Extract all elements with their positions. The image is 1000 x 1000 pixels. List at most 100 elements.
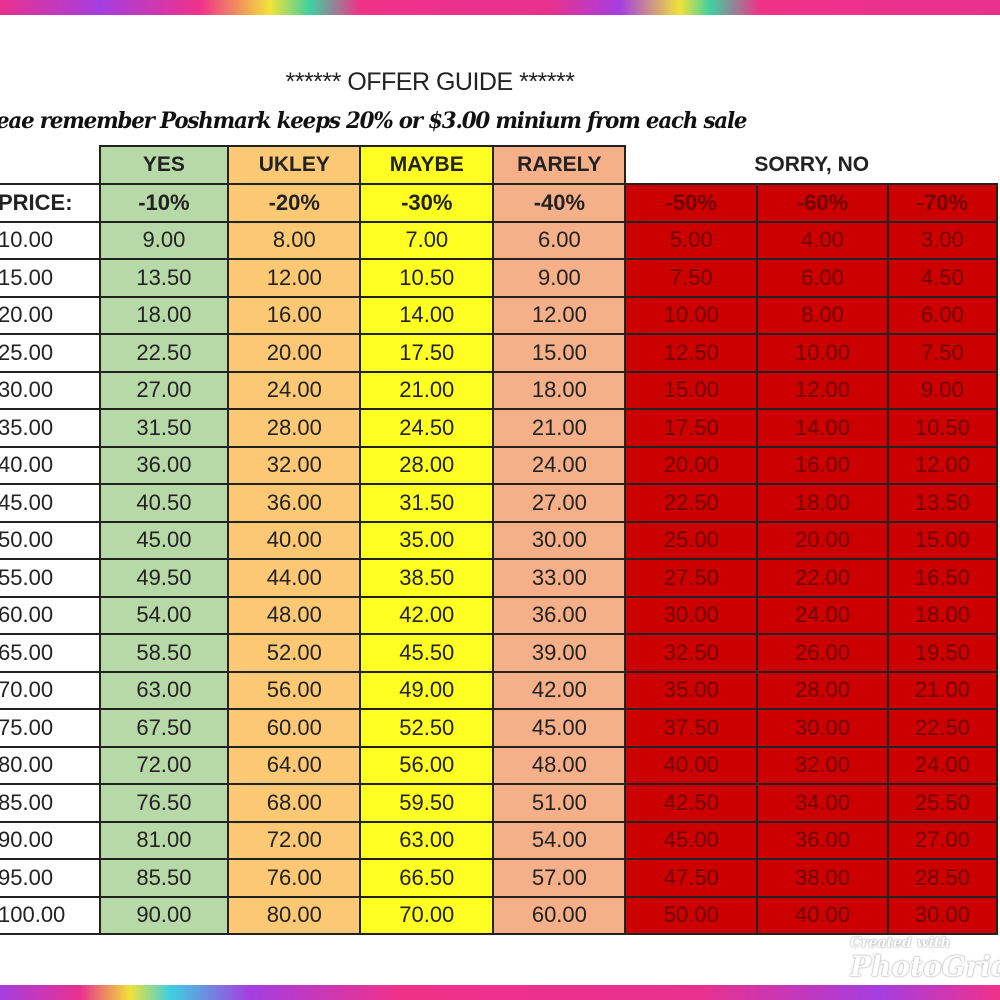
offer-cell: 45.50: [359, 633, 495, 673]
watermark-top-text: Created with: [850, 935, 951, 951]
offer-cell: 63.00: [98, 670, 230, 710]
offer-cell: 9.00: [886, 370, 999, 410]
offer-cell: 25.50: [886, 783, 999, 823]
offer-cell: 21.00: [492, 408, 627, 448]
price-cell: 45.00: [0, 483, 101, 523]
offer-cell: 81.00: [98, 820, 230, 860]
header-rarely: RARELY: [492, 145, 627, 185]
table-row: 100.00 90.00 80.00 70.00 60.00 50.00 40.00 30.0…: [0, 895, 999, 935]
offer-cell: 63.00: [359, 820, 495, 860]
offer-cell: 30.00: [886, 895, 999, 935]
offer-cell: 50.00: [624, 895, 759, 935]
offer-cell: 60.00: [492, 895, 627, 935]
discount-cell: -30%: [359, 183, 495, 223]
offer-cell: 12.00: [756, 370, 889, 410]
offer-cell: 54.00: [492, 820, 627, 860]
offer-cell: 24.00: [227, 370, 362, 410]
price-cell: 30.00: [0, 370, 101, 410]
offer-cell: 20.00: [624, 445, 759, 485]
page-title: ****** OFFER GUIDE ******: [285, 68, 575, 96]
offer-cell: 49.00: [359, 670, 495, 710]
offer-cell: 3.00: [886, 220, 999, 260]
discount-cell: -20%: [227, 183, 362, 223]
table-row: 80.00 72.00 64.00 56.00 48.00 40.00 32.00 24.00: [0, 745, 999, 785]
offer-cell: 6.00: [756, 258, 889, 298]
table-row: 25.00 22.50 20.00 17.50 15.00 12.50 10.00 7.50: [0, 333, 999, 373]
price-cell: 55.00: [0, 558, 101, 598]
offer-cell: 45.00: [98, 520, 230, 560]
offer-cell: 76.50: [98, 783, 230, 823]
discount-cell: -10%: [98, 183, 230, 223]
offer-cell: 24.00: [756, 595, 889, 635]
offer-cell: 60.00: [227, 708, 362, 748]
price-label: PRICE:: [0, 183, 101, 223]
offer-cell: 30.00: [624, 595, 759, 635]
offer-cell: 16.00: [227, 295, 362, 335]
offer-cell: 47.50: [624, 858, 759, 898]
price-cell: 65.00: [0, 633, 101, 673]
price-cell: 75.00: [0, 708, 101, 748]
offer-cell: 15.00: [492, 333, 627, 373]
offer-cell: 44.00: [227, 558, 362, 598]
offer-cell: 27.50: [624, 558, 759, 598]
offer-cell: 28.00: [359, 445, 495, 485]
offer-cell: 9.00: [98, 220, 230, 260]
price-cell: 50.00: [0, 520, 101, 560]
offer-cell: 28.00: [227, 408, 362, 448]
offer-cell: 30.00: [756, 708, 889, 748]
table-row: 20.00 18.00 16.00 14.00 12.00 10.00 8.00 6.00: [0, 295, 999, 335]
offer-cell: 39.00: [492, 633, 627, 673]
offer-cell: 38.50: [359, 558, 495, 598]
offer-cell: 34.00: [756, 783, 889, 823]
offer-cell: 22.50: [98, 333, 230, 373]
header-likely: UKLEY: [227, 145, 362, 185]
offer-cell: 28.50: [886, 858, 999, 898]
table-row: 15.00 13.50 12.00 10.50 9.00 7.50 6.00 4.50: [0, 258, 999, 298]
offer-cell: 21.00: [886, 670, 999, 710]
offer-cell: 10.50: [359, 258, 495, 298]
offer-cell: 42.50: [624, 783, 759, 823]
header-sorry-no: SORRY, NO: [625, 146, 997, 185]
table-row: 85.00 76.50 68.00 59.50 51.00 42.50 34.00 25.50: [0, 783, 999, 823]
offer-cell: 16.00: [756, 445, 889, 485]
offer-cell: 7.50: [886, 333, 999, 373]
offer-cell: 35.00: [624, 670, 759, 710]
discount-cell: -40%: [492, 183, 627, 223]
offer-cell: 12.00: [227, 258, 362, 298]
offer-cell: 12.50: [624, 333, 759, 373]
offer-cell: 19.50: [886, 633, 999, 673]
price-cell: 70.00: [0, 670, 101, 710]
price-cell: 100.00: [0, 895, 101, 935]
table-row: 40.00 36.00 32.00 28.00 24.00 20.00 16.00 12.00: [0, 445, 999, 485]
offer-cell: 18.00: [756, 483, 889, 523]
price-cell: 60.00: [0, 595, 101, 635]
offer-cell: 72.00: [98, 745, 230, 785]
offer-cell: 4.00: [756, 220, 889, 260]
offer-cell: 27.00: [492, 483, 627, 523]
offer-cell: 68.00: [227, 783, 362, 823]
offer-cell: 38.00: [756, 858, 889, 898]
offer-cell: 80.00: [227, 895, 362, 935]
offer-cell: 16.50: [886, 558, 999, 598]
table-row: 35.00 31.50 28.00 24.50 21.00 17.50 14.00 10.50: [0, 408, 999, 448]
offer-cell: 6.00: [886, 295, 999, 335]
offer-cell: 30.00: [492, 520, 627, 560]
price-cell: 20.00: [0, 295, 101, 335]
offer-cell: 36.00: [98, 445, 230, 485]
offer-cell: 22.50: [624, 483, 759, 523]
offer-cell: 51.00: [492, 783, 627, 823]
offer-cell: 52.50: [359, 708, 495, 748]
price-cell: 80.00: [0, 745, 101, 785]
offer-cell: 42.00: [359, 595, 495, 635]
price-cell: 35.00: [0, 408, 101, 448]
offer-cell: 42.00: [492, 670, 627, 710]
offer-cell: 15.00: [624, 370, 759, 410]
offer-cell: 6.00: [492, 220, 627, 260]
offer-cell: 36.00: [227, 483, 362, 523]
offer-cell: 24.00: [886, 745, 999, 785]
discount-cell: -70%: [886, 183, 999, 223]
offer-cell: 56.00: [227, 670, 362, 710]
offer-guide-table: YES UKLEY MAYBE RARELY SORRY, NO PRICE: …: [0, 145, 999, 935]
offer-cell: 48.00: [492, 745, 627, 785]
offer-cell: 14.00: [359, 295, 495, 335]
